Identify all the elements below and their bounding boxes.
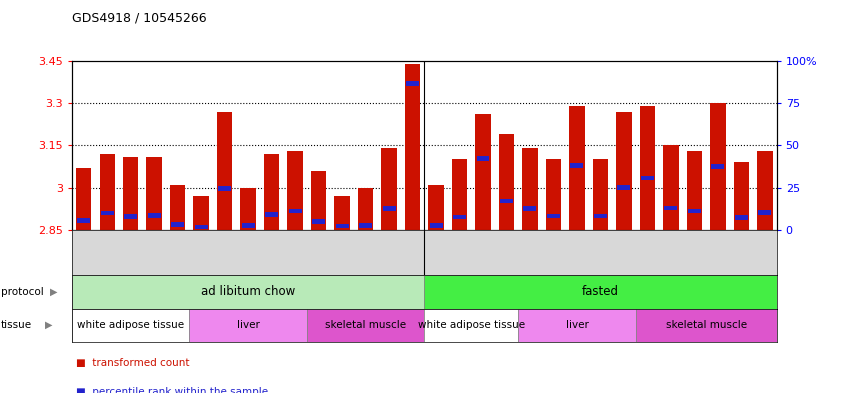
- Text: liver: liver: [565, 320, 589, 330]
- Bar: [382, 206, 396, 211]
- Bar: [170, 185, 185, 230]
- Bar: [499, 134, 514, 230]
- Bar: [758, 210, 772, 215]
- Bar: [640, 106, 655, 230]
- Bar: [358, 188, 373, 230]
- Bar: [569, 106, 585, 230]
- Bar: [641, 176, 654, 180]
- Bar: [405, 64, 420, 230]
- Bar: [76, 168, 91, 230]
- Bar: [757, 151, 772, 230]
- Bar: [406, 81, 419, 86]
- Bar: [425, 309, 519, 342]
- Bar: [242, 224, 255, 228]
- Bar: [635, 309, 777, 342]
- Bar: [711, 103, 726, 230]
- Bar: [240, 188, 255, 230]
- Text: ■  transformed count: ■ transformed count: [76, 358, 190, 367]
- Bar: [311, 171, 327, 230]
- Text: tissue: tissue: [1, 320, 32, 330]
- Bar: [687, 151, 702, 230]
- Bar: [307, 309, 425, 342]
- Bar: [336, 224, 349, 228]
- Bar: [430, 223, 442, 228]
- Bar: [265, 213, 278, 217]
- Bar: [334, 196, 349, 230]
- Text: ▶: ▶: [50, 287, 58, 297]
- Bar: [123, 157, 138, 230]
- Bar: [312, 219, 325, 224]
- Bar: [382, 148, 397, 230]
- Bar: [500, 199, 513, 204]
- Bar: [546, 160, 561, 230]
- Text: liver: liver: [237, 320, 260, 330]
- Text: skeletal muscle: skeletal muscle: [325, 320, 406, 330]
- Text: fasted: fasted: [582, 285, 619, 298]
- Bar: [195, 225, 207, 230]
- Bar: [593, 160, 608, 230]
- Bar: [359, 224, 372, 228]
- Bar: [519, 309, 635, 342]
- Bar: [570, 163, 584, 168]
- Bar: [264, 154, 279, 230]
- Bar: [288, 209, 301, 213]
- Bar: [735, 215, 748, 220]
- Bar: [171, 222, 184, 227]
- Text: ▶: ▶: [45, 320, 52, 330]
- Bar: [688, 209, 700, 213]
- Bar: [100, 154, 115, 230]
- Bar: [428, 185, 443, 230]
- Bar: [194, 196, 209, 230]
- Bar: [217, 112, 233, 230]
- Bar: [453, 215, 466, 219]
- Bar: [72, 275, 425, 309]
- Bar: [72, 309, 190, 342]
- Bar: [101, 211, 113, 215]
- Text: white adipose tissue: white adipose tissue: [418, 320, 525, 330]
- Bar: [616, 112, 632, 230]
- Bar: [288, 151, 303, 230]
- Bar: [594, 213, 607, 218]
- Bar: [547, 213, 560, 218]
- Bar: [476, 156, 490, 161]
- Bar: [218, 186, 231, 191]
- Bar: [452, 160, 467, 230]
- Text: ■  percentile rank within the sample: ■ percentile rank within the sample: [76, 387, 268, 393]
- Bar: [733, 162, 749, 230]
- Bar: [124, 215, 137, 219]
- Bar: [663, 145, 678, 230]
- Bar: [425, 275, 777, 309]
- Text: white adipose tissue: white adipose tissue: [77, 320, 184, 330]
- Text: ad libitum chow: ad libitum chow: [201, 285, 295, 298]
- Bar: [77, 219, 91, 223]
- Bar: [475, 114, 491, 230]
- Bar: [711, 164, 724, 169]
- Text: GDS4918 / 10545266: GDS4918 / 10545266: [72, 12, 206, 25]
- Text: skeletal muscle: skeletal muscle: [666, 320, 747, 330]
- Bar: [522, 148, 537, 230]
- Bar: [148, 213, 161, 217]
- Bar: [190, 309, 307, 342]
- Bar: [618, 185, 630, 189]
- Bar: [524, 206, 536, 211]
- Text: protocol: protocol: [1, 287, 44, 297]
- Bar: [664, 206, 678, 210]
- Bar: [146, 157, 162, 230]
